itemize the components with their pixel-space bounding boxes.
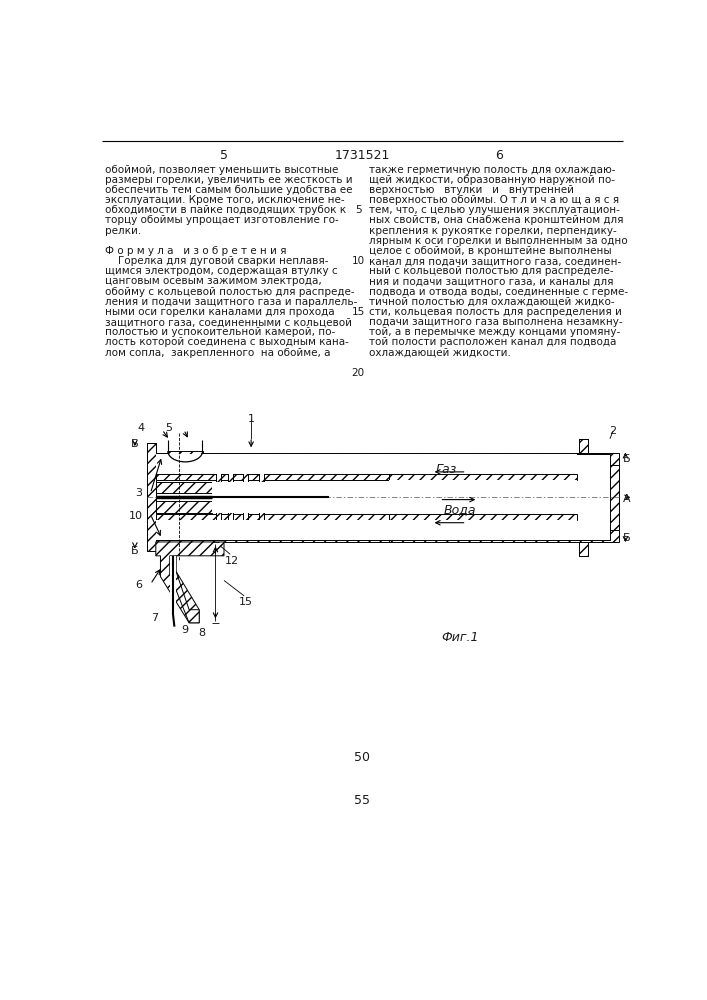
Bar <box>168 451 203 462</box>
Text: ния и подачи защитного газа, и каналы для: ния и подачи защитного газа, и каналы дл… <box>369 276 614 286</box>
Text: Б: Б <box>131 439 139 449</box>
Text: защитного газа, соединенными с кольцевой: защитного газа, соединенными с кольцевой <box>105 317 352 327</box>
Text: 10: 10 <box>129 511 143 521</box>
Polygon shape <box>156 514 389 520</box>
Text: подвода и отвода воды, соединенные с герме-: подвода и отвода воды, соединенные с гер… <box>369 287 628 297</box>
Text: поверхностью обоймы. О т л и ч а ю щ а я с я: поверхностью обоймы. О т л и ч а ю щ а я… <box>369 195 619 205</box>
Polygon shape <box>389 530 619 556</box>
Text: ными оси горелки каналами для прохода: ными оси горелки каналами для прохода <box>105 307 335 317</box>
Text: Газ: Газ <box>436 463 457 476</box>
Text: тем, что, с целью улучшения эксплуатацион-: тем, что, с целью улучшения эксплуатацио… <box>369 205 620 215</box>
Text: 3: 3 <box>136 488 143 498</box>
Bar <box>156 520 389 540</box>
Bar <box>156 454 389 474</box>
Text: 15: 15 <box>239 597 252 607</box>
Bar <box>579 542 588 556</box>
Polygon shape <box>156 501 212 513</box>
Text: подачи защитного газа выполнена незамкну-: подачи защитного газа выполнена незамкну… <box>369 317 623 327</box>
Text: торцу обоймы упрощает изготовление го-: торцу обоймы упрощает изготовление го- <box>105 215 339 225</box>
Text: Вода: Вода <box>443 503 476 516</box>
Text: Б: Б <box>131 546 139 556</box>
Text: обоймой, позволяет уменьшить высотные: обоймой, позволяет уменьшить высотные <box>105 165 339 175</box>
Text: лом сопла,  закрепленного  на обойме, а: лом сопла, закрепленного на обойме, а <box>105 348 331 358</box>
Text: обходимости в пайке подводящих трубок к: обходимости в пайке подводящих трубок к <box>105 205 346 215</box>
Text: эксплуатации. Кроме того, исключение не-: эксплуатации. Кроме того, исключение не- <box>105 195 345 205</box>
Text: ления и подачи защитного газа и параллель-: ления и подачи защитного газа и параллел… <box>105 297 358 307</box>
Text: размеры горелки, увеличить ее жесткость и: размеры горелки, увеличить ее жесткость … <box>105 175 353 185</box>
Bar <box>389 454 577 474</box>
Text: верхностью   втулки   и   внутренней: верхностью втулки и внутренней <box>369 185 574 195</box>
Polygon shape <box>146 540 156 551</box>
Text: Горелка для дуговой сварки неплавя-: Горелка для дуговой сварки неплавя- <box>105 256 329 266</box>
Bar <box>389 520 577 540</box>
Text: Б: Б <box>623 533 631 543</box>
Polygon shape <box>610 465 619 530</box>
Polygon shape <box>170 556 199 623</box>
Text: 6: 6 <box>136 580 143 590</box>
Text: обеспечить тем самым большие удобства ее: обеспечить тем самым большие удобства ее <box>105 185 353 195</box>
Text: 55: 55 <box>354 794 370 807</box>
Text: той, а в перемычке между концами упомяну-: той, а в перемычке между концами упомяну… <box>369 327 620 337</box>
Text: Б: Б <box>623 454 631 464</box>
Polygon shape <box>156 453 389 454</box>
Text: 5: 5 <box>165 423 172 433</box>
Text: лость которой соединена с выходным кана-: лость которой соединена с выходным кана- <box>105 337 349 347</box>
Bar <box>243 456 248 533</box>
Text: щей жидкости, образованную наружной по-: щей жидкости, образованную наружной по- <box>369 175 615 185</box>
Polygon shape <box>156 482 212 493</box>
Text: цанговым осевым зажимом электрода,: цанговым осевым зажимом электрода, <box>105 276 322 286</box>
Text: 4: 4 <box>138 423 145 433</box>
Polygon shape <box>146 443 156 454</box>
Text: целое с обоймой, в кронштейне выполнены: целое с обоймой, в кронштейне выполнены <box>369 246 612 256</box>
Bar <box>216 456 221 533</box>
Polygon shape <box>156 540 389 542</box>
Bar <box>170 556 176 610</box>
Text: Ф о р м у л а   и з о б р е т е н и я: Ф о р м у л а и з о б р е т е н и я <box>105 246 287 256</box>
Text: 8: 8 <box>199 628 206 638</box>
Text: Фиг.1: Фиг.1 <box>441 631 479 644</box>
Bar <box>228 456 233 533</box>
Polygon shape <box>156 542 224 623</box>
Text: релки.: релки. <box>105 226 141 236</box>
Polygon shape <box>146 443 156 551</box>
Text: полостью и успокоительной камерой, по-: полостью и успокоительной камерой, по- <box>105 327 336 337</box>
Text: 50: 50 <box>354 751 370 764</box>
Polygon shape <box>389 474 577 480</box>
Text: 12: 12 <box>225 556 239 566</box>
Polygon shape <box>389 514 577 520</box>
Text: канал для подачи защитного газа, соединен-: канал для подачи защитного газа, соедине… <box>369 256 621 266</box>
Text: ных свойств, она снабжена кронштейном для: ных свойств, она снабжена кронштейном дл… <box>369 215 624 225</box>
Polygon shape <box>156 474 389 480</box>
Text: сти, кольцевая полость для распределения и: сти, кольцевая полость для распределения… <box>369 307 621 317</box>
Text: 9: 9 <box>182 625 189 635</box>
Bar <box>579 439 588 453</box>
Text: 1731521: 1731521 <box>334 149 390 162</box>
Text: 1: 1 <box>247 414 255 424</box>
Bar <box>389 480 577 514</box>
Text: 10: 10 <box>351 256 365 266</box>
Text: 6: 6 <box>495 149 503 162</box>
Text: 5: 5 <box>355 205 361 215</box>
Text: 2: 2 <box>609 426 617 436</box>
Text: лярным к оси горелки и выполненным за одно: лярным к оси горелки и выполненным за од… <box>369 236 628 246</box>
Text: ный с кольцевой полостью для распределе-: ный с кольцевой полостью для распределе- <box>369 266 614 276</box>
Bar <box>259 456 264 533</box>
Bar <box>212 482 389 513</box>
Text: обойму с кольцевой полостью для распреде-: обойму с кольцевой полостью для распреде… <box>105 287 355 297</box>
Text: тичной полостью для охлаждающей жидко-: тичной полостью для охлаждающей жидко- <box>369 297 614 307</box>
Text: охлаждающей жидкости.: охлаждающей жидкости. <box>369 348 510 358</box>
Text: той полости расположен канал для подвода: той полости расположен канал для подвода <box>369 337 617 347</box>
Text: 7: 7 <box>151 613 158 623</box>
Text: 5: 5 <box>220 149 228 162</box>
Text: 20: 20 <box>351 368 365 378</box>
Text: 15: 15 <box>351 307 365 317</box>
Text: крепления к рукоятке горелки, перпендику-: крепления к рукоятке горелки, перпендику… <box>369 226 617 236</box>
Text: также герметичную полость для охлаждаю-: также герметичную полость для охлаждаю- <box>369 165 615 175</box>
Polygon shape <box>389 439 619 465</box>
Text: щимся электродом, содержащая втулку с: щимся электродом, содержащая втулку с <box>105 266 338 276</box>
Text: А: А <box>623 494 631 504</box>
